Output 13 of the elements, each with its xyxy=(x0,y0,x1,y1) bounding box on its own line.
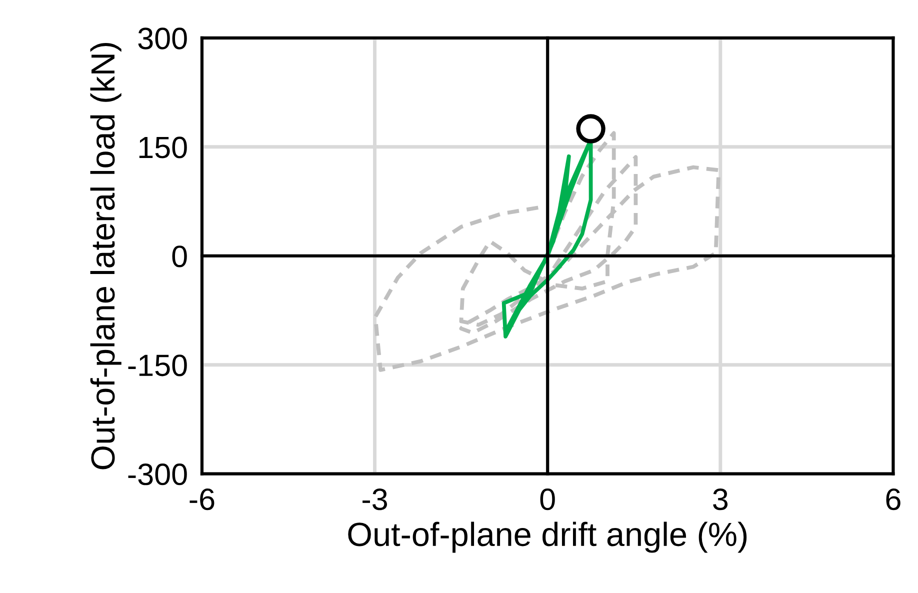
y-tick-label: 150 xyxy=(139,136,187,158)
y-tick-label: 0 xyxy=(172,246,187,268)
x-tick-label: 6 xyxy=(886,488,900,510)
line-series xyxy=(373,131,721,372)
y-tick-label: -300 xyxy=(128,464,187,486)
x-tick-label: 3 xyxy=(713,488,728,510)
y-axis-title: Out-of-plane lateral load (kN) xyxy=(90,43,122,470)
y-tick-label: -150 xyxy=(128,354,187,376)
x-tick-label: -3 xyxy=(362,488,388,510)
y-tick-label: 300 xyxy=(138,28,187,50)
x-tick-label: 0 xyxy=(540,488,555,510)
x-tick-label: -6 xyxy=(190,488,214,510)
x-axis-title: Out-of-plane drift angle (%) xyxy=(348,522,747,553)
